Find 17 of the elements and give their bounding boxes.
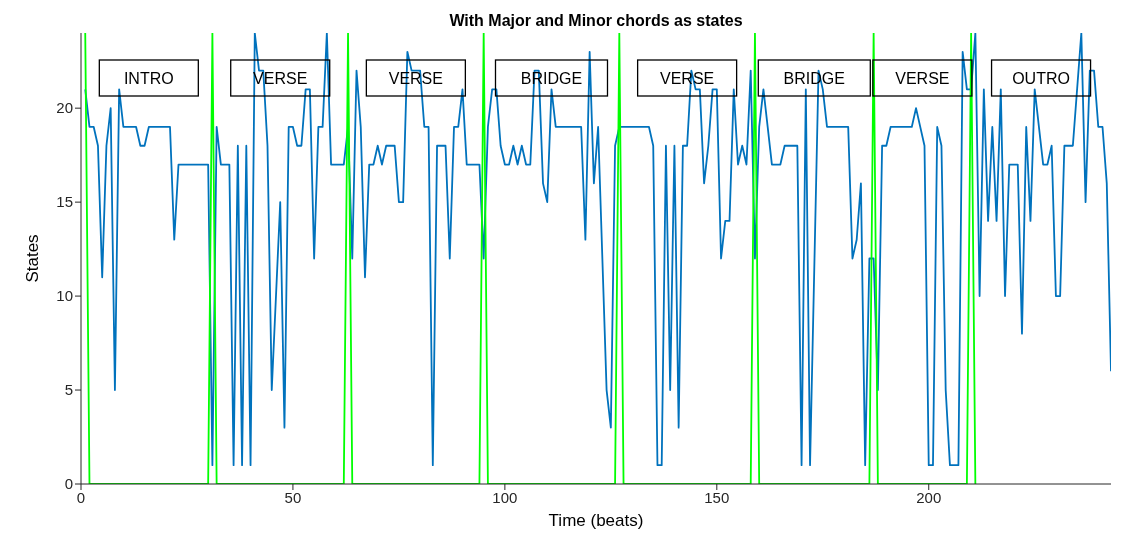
y-axis-title: States [23, 234, 43, 283]
x-tick-label: 0 [76, 488, 86, 506]
x-tick-label: 100 [492, 488, 518, 506]
y-tick-label: 15 [56, 193, 73, 211]
chart-title: With Major and Minor chords as states [448, 12, 744, 30]
y-tick-label: 0 [64, 475, 73, 493]
annotation: VERSE [895, 69, 950, 87]
x-tick-label: 200 [916, 488, 942, 506]
x-tick-label: 50 [284, 488, 302, 506]
line-series [84, 33, 1111, 467]
x-tick-label: 150 [704, 488, 730, 506]
annotation: INTRO [123, 69, 174, 87]
y-tick-label: 20 [56, 99, 73, 117]
y-tick-label: 10 [56, 287, 73, 305]
x-axis-title: Time (beats) [548, 511, 644, 530]
annotation: OUTRO [1012, 69, 1070, 87]
y-tick-label: 5 [64, 381, 73, 399]
